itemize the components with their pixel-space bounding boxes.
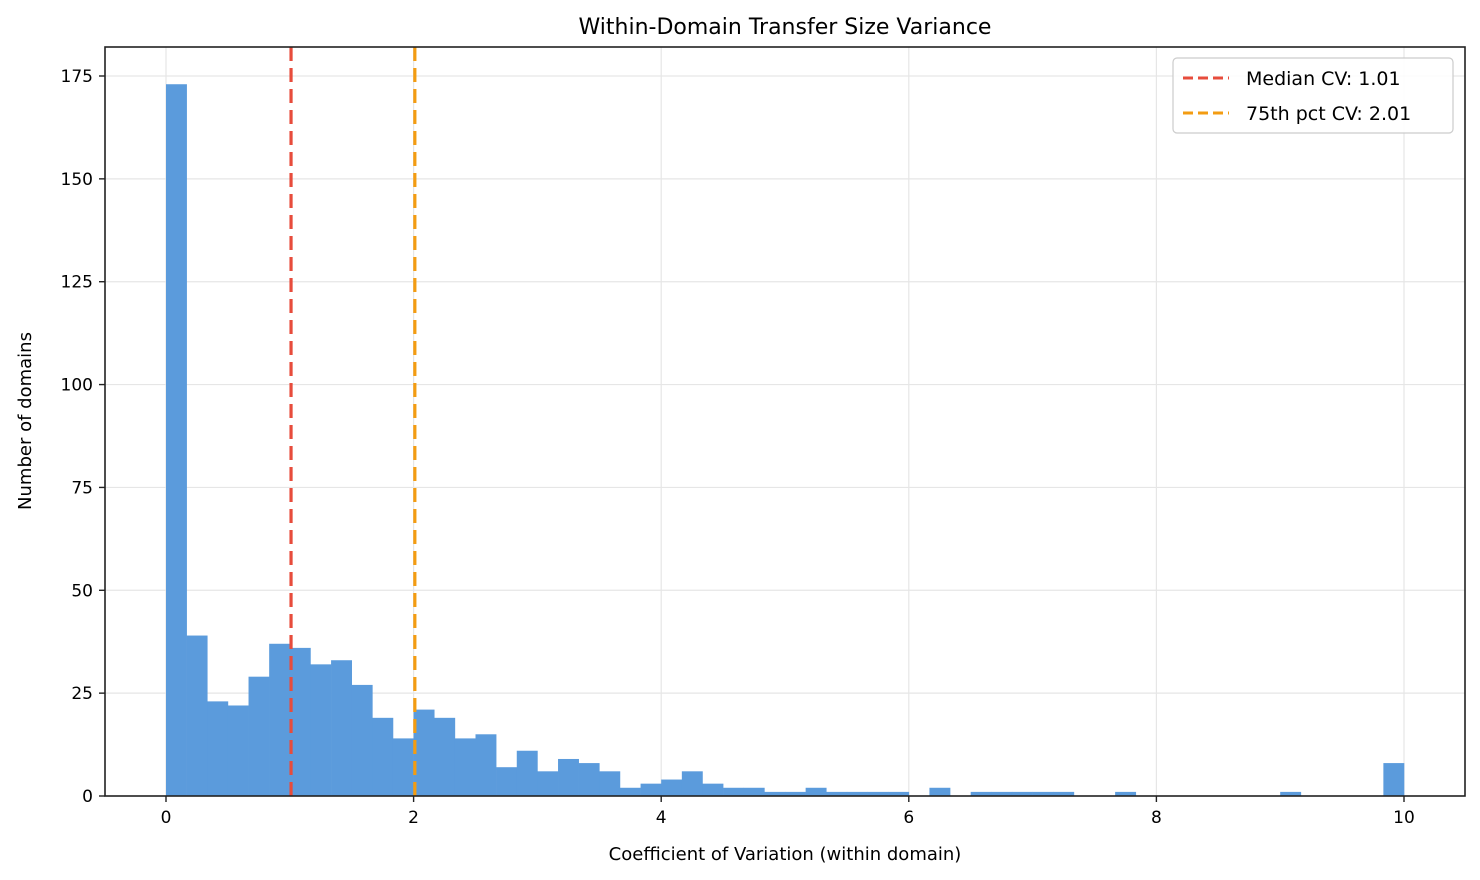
y-tick-label: 50 [71,581,93,601]
histogram-bar [702,783,724,796]
histogram-bar [929,787,951,796]
histogram-bar [578,763,600,796]
histogram-bar [227,705,249,796]
histogram-bar [310,664,332,796]
histogram-bar [743,787,765,796]
legend-box [1172,57,1454,134]
histogram-bar [764,791,786,796]
histogram-bar [269,643,291,796]
histogram-bar [661,779,683,796]
histogram-bar [289,647,311,796]
histogram-bar [1280,791,1302,796]
histogram-bar [351,684,373,796]
histogram-bar [1032,791,1054,796]
histogram-bar [888,791,910,796]
x-tick-label: 2 [408,808,419,828]
histogram-bar [166,84,187,796]
histogram-bar [826,791,848,796]
histogram-bars [166,84,1405,796]
histogram-bar [372,717,394,796]
histogram-bar [970,791,992,796]
histogram-bar [516,750,538,796]
histogram-bar [454,738,476,796]
axes-frame [104,46,1466,797]
x-tick-label: 0 [161,808,172,828]
histogram-bar [805,787,827,796]
y-axis-ticks: 0 25 50 75 100 125 150 175 [61,67,105,807]
histogram-bar [846,791,868,796]
histogram-bar [475,734,497,796]
histogram-bar [1383,763,1405,796]
legend-75th-label: 75th pct CV: 2.01 [1246,103,1411,125]
y-tick-label: 175 [61,67,93,87]
histogram-bar [558,758,579,796]
histogram-bar [991,791,1013,796]
histogram-bar [496,767,518,796]
histogram-bar [392,738,414,796]
histogram-bar [785,791,806,796]
histogram-bar [434,717,456,796]
histogram-bar [1011,791,1033,796]
histogram-bar [248,676,270,796]
histogram-bar [186,635,208,796]
histogram-bar [723,787,745,796]
y-tick-label: 75 [71,478,93,498]
histogram-bar [640,783,662,796]
x-axis-label: Coefficient of Variation (within domain) [609,844,962,865]
y-tick-label: 125 [61,273,93,293]
histogram-bar [1053,791,1075,796]
x-tick-label: 10 [1393,808,1415,828]
histogram-bar [867,791,889,796]
legend-median-label: Median CV: 1.01 [1246,68,1401,90]
histogram-bar [331,660,352,796]
chart-title: Within-Domain Transfer Size Variance [579,15,992,40]
histogram-bar [413,709,435,796]
y-tick-label: 100 [61,376,93,396]
histogram-bar [1115,791,1137,796]
histogram-bar [599,771,621,796]
histogram-bar [681,771,703,796]
x-tick-label: 6 [903,808,914,828]
y-tick-label: 0 [82,787,93,807]
histogram-bar [537,771,559,796]
histogram-bar [207,701,229,796]
x-axis-ticks: 0 2 4 6 8 10 [161,796,1415,828]
y-tick-label: 25 [71,684,93,704]
histogram-bar [619,787,641,796]
y-tick-label: 150 [61,170,93,190]
x-tick-label: 8 [1151,808,1162,828]
y-axis-label: Number of domains [15,332,36,510]
legend: Median CV: 1.01 75th pct CV: 2.01 [1172,57,1454,134]
x-tick-label: 4 [656,808,667,828]
